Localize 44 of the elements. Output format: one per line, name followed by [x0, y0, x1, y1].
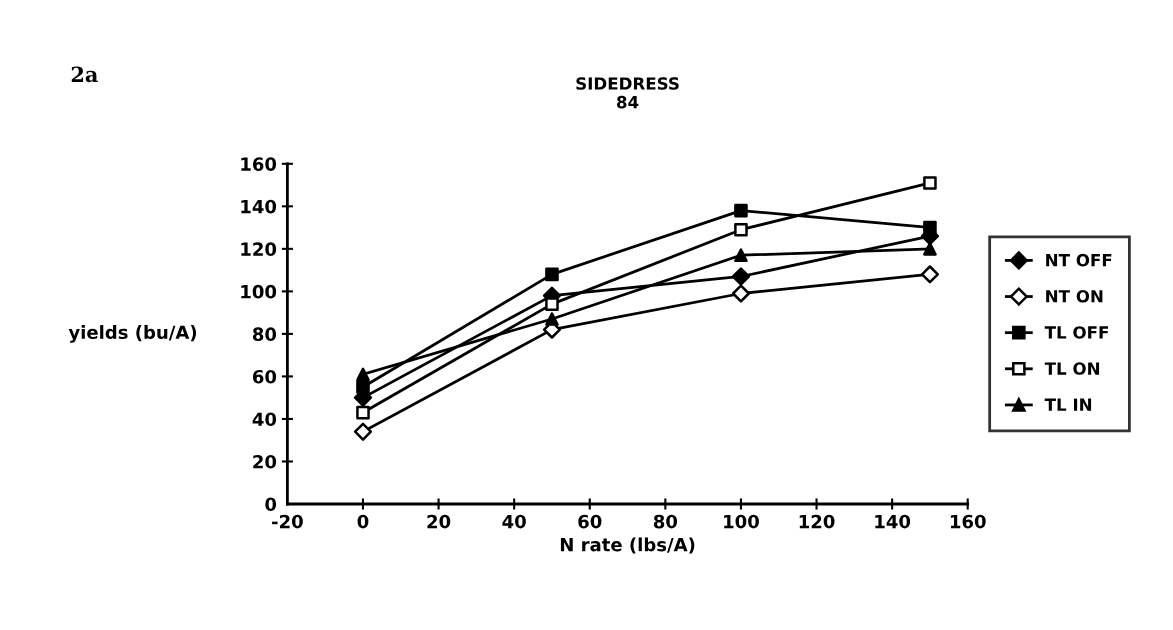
x-tick-label: 100 — [724, 514, 759, 529]
point — [923, 176, 937, 190]
x-tick-label: 80 — [653, 514, 678, 529]
legend-label: TL IN — [1044, 398, 1092, 411]
y-tick-label: 160 — [241, 157, 277, 171]
x-tick-label: 120 — [799, 514, 835, 529]
x-tick-label: 140 — [875, 514, 911, 529]
y-tick-label: 0 — [265, 497, 277, 512]
y-tick-label: 40 — [252, 412, 277, 427]
point — [545, 312, 559, 326]
y-tick-label: 120 — [241, 242, 277, 256]
y-axis-title: yields (bu/A) — [68, 325, 197, 343]
point — [734, 203, 748, 218]
x-tick-label: 20 — [427, 514, 451, 529]
point — [923, 242, 937, 256]
legend-label: NT ON — [1046, 290, 1103, 303]
point — [923, 220, 937, 235]
point — [356, 367, 370, 382]
x-tick-label: 40 — [502, 514, 526, 529]
x-axis-title: N rate (lbs/A) — [560, 537, 695, 554]
legend-label: TL OFF — [1044, 326, 1108, 339]
y-tick-label: 80 — [252, 327, 277, 342]
point — [734, 248, 748, 263]
chart-title: SIDEDRESS 84 — [576, 77, 679, 109]
point — [920, 265, 940, 284]
y-tick-label: 100 — [241, 284, 277, 299]
text: 2a — [71, 66, 98, 83]
x-tick-label: -20 — [272, 514, 303, 529]
legend-label: TL ON — [1044, 362, 1100, 375]
point — [353, 422, 373, 441]
point — [356, 405, 370, 420]
x-tick-label: 160 — [950, 514, 986, 529]
y-tick-label: 60 — [252, 369, 277, 384]
point — [545, 297, 559, 311]
point — [731, 267, 751, 286]
point — [356, 380, 370, 394]
point — [734, 222, 748, 237]
x-tick-label: 0 — [357, 514, 369, 529]
y-tick-label: 140 — [241, 199, 277, 214]
point — [731, 284, 751, 303]
point — [545, 267, 559, 282]
y-tick-label: 20 — [253, 454, 277, 469]
x-tick-label: 60 — [578, 514, 602, 529]
legend-label: NT OFF — [1046, 253, 1112, 267]
